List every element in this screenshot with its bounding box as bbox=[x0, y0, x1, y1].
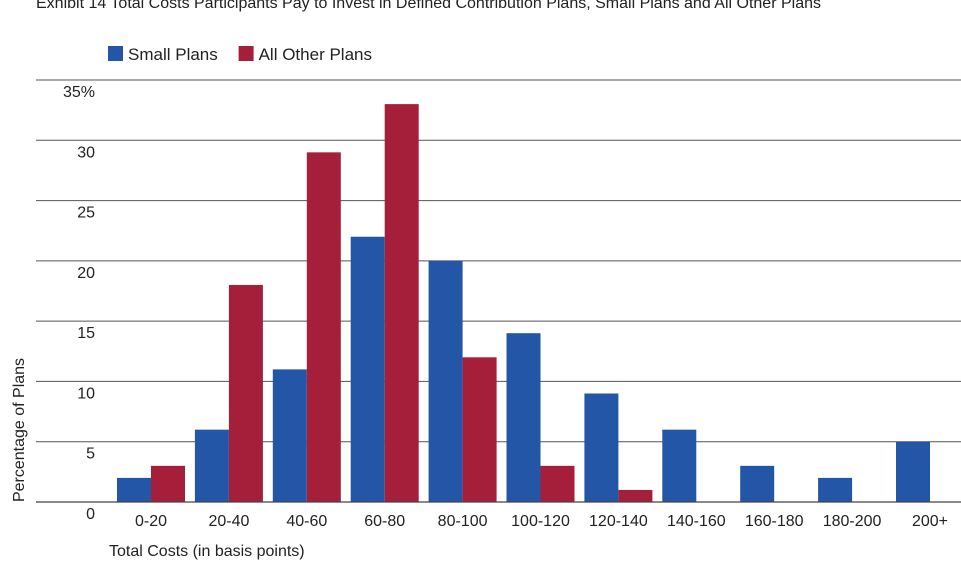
x-tick-label: 160-180 bbox=[745, 513, 804, 530]
bar-small-plans bbox=[194, 429, 229, 502]
y-tick-label: 20 bbox=[77, 265, 95, 282]
bar-small-plans bbox=[117, 477, 151, 502]
y-tick-label: 10 bbox=[77, 385, 95, 402]
chart-title: Exhibit 14 Total Costs Participants Pay … bbox=[36, 0, 821, 12]
x-tick-label: 80-100 bbox=[438, 513, 488, 530]
bars bbox=[117, 104, 930, 503]
x-tick-label: 120-140 bbox=[589, 513, 648, 530]
bar-small-plans bbox=[428, 260, 463, 502]
legend-label: Small Plans bbox=[128, 45, 218, 64]
x-tick-label: 140-160 bbox=[667, 513, 726, 530]
x-tick-label: 40-60 bbox=[286, 513, 327, 530]
x-tick-label: 100-120 bbox=[511, 513, 570, 530]
bar-all-other-plans bbox=[151, 465, 185, 502]
gridlines bbox=[36, 79, 961, 443]
bar-small-plans bbox=[818, 477, 853, 502]
bar-all-other-plans bbox=[384, 104, 419, 502]
bar-all-other-plans bbox=[618, 489, 653, 502]
legend-label: All Other Plans bbox=[259, 45, 372, 64]
x-axis-label: Total Costs (in basis points) bbox=[109, 543, 305, 560]
x-axis-ticks: 0-20 20-40 40-60 60-80 80-100 100-120 120-140 1… bbox=[135, 513, 948, 530]
bar-small-plans bbox=[272, 369, 307, 502]
bar-small-plans bbox=[740, 465, 775, 502]
bar-small-plans bbox=[506, 333, 541, 502]
x-tick-label: 60-80 bbox=[364, 513, 405, 530]
y-tick-label: 25 bbox=[77, 205, 95, 222]
x-tick-label: 0-20 bbox=[135, 513, 167, 530]
x-tick-label: 20-40 bbox=[208, 513, 249, 530]
bar-small-plans bbox=[584, 393, 619, 502]
x-tick-label: 200+ bbox=[912, 513, 948, 530]
legend-swatch bbox=[238, 46, 254, 61]
bar-small-plans bbox=[350, 236, 385, 502]
bar-all-other-plans bbox=[228, 284, 263, 502]
y-tick-label: 35% bbox=[63, 84, 95, 101]
bar-all-other-plans bbox=[306, 152, 341, 503]
bar-small-plans bbox=[662, 429, 697, 502]
y-tick-label: 5 bbox=[86, 446, 95, 463]
bar-small-plans bbox=[896, 441, 930, 502]
y-tick-label: 15 bbox=[77, 325, 95, 342]
legend-swatch bbox=[108, 46, 123, 61]
legend: Small Plans All Other Plans bbox=[108, 45, 372, 64]
bar-all-other-plans bbox=[540, 465, 575, 502]
bar-all-other-plans bbox=[462, 357, 497, 502]
y-tick-label: 30 bbox=[77, 144, 95, 161]
y-tick-label: 0 bbox=[86, 506, 95, 523]
y-axis-ticks: 0 5 10 15 20 25 30 35% bbox=[63, 84, 95, 523]
y-axis-label: Percentage of Plans bbox=[11, 358, 28, 502]
x-tick-label: 180-200 bbox=[823, 513, 882, 530]
